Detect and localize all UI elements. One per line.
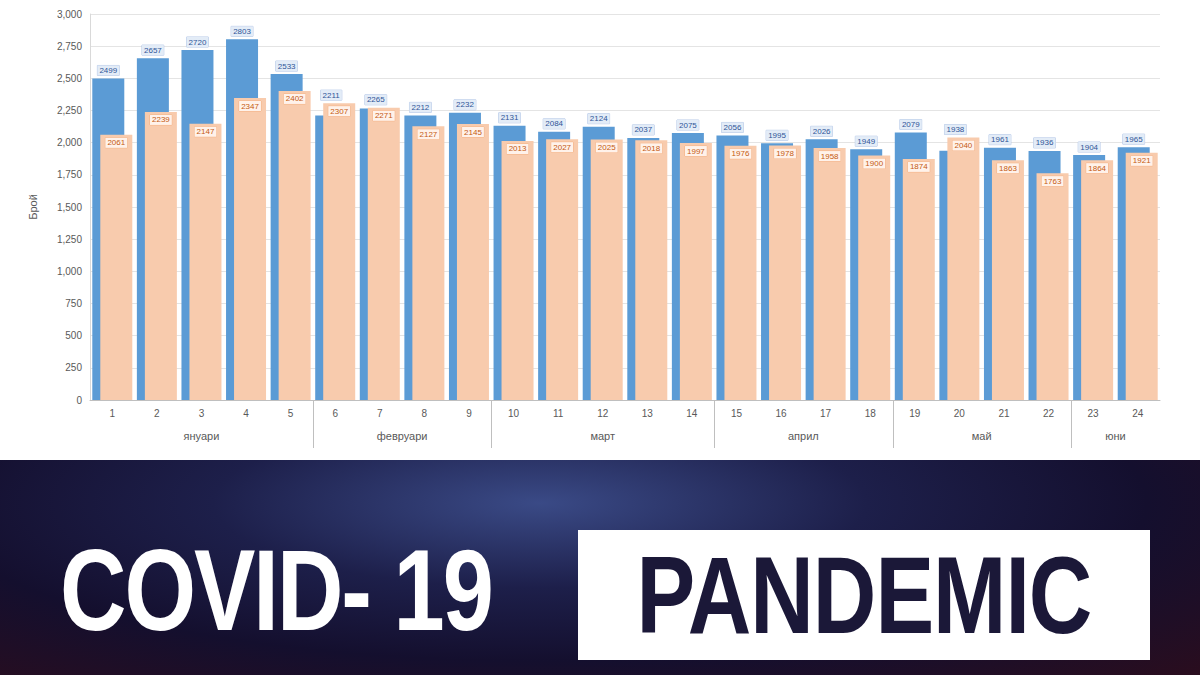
svg-text:2075: 2075: [679, 121, 697, 130]
svg-text:8: 8: [422, 408, 428, 419]
svg-text:2,500: 2,500: [57, 73, 82, 84]
svg-text:7: 7: [377, 408, 383, 419]
svg-text:1: 1: [110, 408, 116, 419]
svg-text:юни: юни: [1105, 430, 1125, 442]
svg-text:2402: 2402: [286, 94, 304, 103]
svg-text:0: 0: [76, 395, 82, 406]
svg-text:1,500: 1,500: [57, 202, 82, 213]
svg-text:март: март: [590, 430, 615, 442]
svg-text:2145: 2145: [464, 128, 482, 137]
svg-text:3,000: 3,000: [57, 9, 82, 20]
svg-text:май: май: [972, 430, 992, 442]
svg-text:1900: 1900: [865, 159, 883, 168]
svg-text:февруари: февруари: [377, 430, 428, 442]
svg-text:3: 3: [199, 408, 205, 419]
svg-text:2239: 2239: [152, 115, 170, 124]
html-text:COVID- 19: COVID- 19: [60, 525, 492, 654]
svg-text:1763: 1763: [1044, 177, 1062, 186]
svg-text:17: 17: [820, 408, 832, 419]
svg-text:1995: 1995: [768, 131, 786, 140]
svg-text:2307: 2307: [330, 107, 348, 116]
svg-text:16: 16: [775, 408, 787, 419]
svg-text:2027: 2027: [553, 143, 571, 152]
svg-text:2,750: 2,750: [57, 41, 82, 52]
svg-text:1874: 1874: [910, 162, 928, 171]
svg-text:1,750: 1,750: [57, 169, 82, 180]
svg-text:1976: 1976: [732, 149, 750, 158]
svg-text:2271: 2271: [375, 111, 393, 120]
svg-text:2018: 2018: [642, 144, 660, 153]
svg-text:2127: 2127: [419, 130, 437, 139]
svg-text:1863: 1863: [999, 164, 1017, 173]
svg-text:2131: 2131: [501, 113, 519, 122]
svg-text:6: 6: [332, 408, 338, 419]
svg-text:500: 500: [65, 330, 82, 341]
svg-text:1,000: 1,000: [57, 266, 82, 277]
svg-text:12: 12: [597, 408, 609, 419]
svg-text:9: 9: [466, 408, 472, 419]
svg-text:2657: 2657: [144, 46, 162, 55]
svg-text:2232: 2232: [456, 100, 474, 109]
svg-text:22: 22: [1043, 408, 1055, 419]
svg-text:1938: 1938: [946, 125, 964, 134]
svg-text:23: 23: [1088, 408, 1100, 419]
svg-text:2347: 2347: [241, 102, 259, 111]
svg-text:януари: януари: [184, 430, 220, 442]
svg-text:2056: 2056: [724, 123, 742, 132]
svg-text:2084: 2084: [545, 119, 563, 128]
svg-text:2,250: 2,250: [57, 105, 82, 116]
svg-text:Брой: Брой: [27, 194, 39, 220]
svg-text:1958: 1958: [821, 152, 839, 161]
svg-text:2499: 2499: [99, 66, 117, 75]
svg-text:2079: 2079: [902, 120, 920, 129]
svg-text:13: 13: [642, 408, 654, 419]
svg-text:1864: 1864: [1088, 164, 1106, 173]
svg-text:1,250: 1,250: [57, 234, 82, 245]
svg-text:14: 14: [686, 408, 698, 419]
svg-text:1936: 1936: [1036, 138, 1054, 147]
svg-text:2720: 2720: [189, 38, 207, 47]
svg-text:2803: 2803: [233, 27, 251, 36]
svg-text:2040: 2040: [954, 141, 972, 150]
svg-text:2,000: 2,000: [57, 137, 82, 148]
svg-text:11: 11: [553, 408, 564, 419]
svg-text:април: април: [788, 430, 819, 442]
svg-text:21: 21: [998, 408, 1010, 419]
svg-text:19: 19: [909, 408, 921, 419]
svg-text:2037: 2037: [634, 125, 652, 134]
svg-text:750: 750: [65, 298, 82, 309]
svg-text:250: 250: [65, 362, 82, 373]
html-text:PANDEMIC: PANDEMIC: [636, 532, 1092, 657]
svg-text:4: 4: [243, 408, 249, 419]
svg-text:1904: 1904: [1080, 143, 1098, 152]
svg-text:2212: 2212: [411, 103, 429, 112]
svg-text:1921: 1921: [1133, 156, 1151, 165]
svg-text:2211: 2211: [323, 91, 341, 100]
svg-text:1978: 1978: [776, 149, 794, 158]
svg-text:2124: 2124: [590, 114, 608, 123]
svg-text:2533: 2533: [278, 62, 296, 71]
svg-text:10: 10: [508, 408, 520, 419]
svg-text:24: 24: [1132, 408, 1144, 419]
svg-text:18: 18: [865, 408, 877, 419]
svg-text:2061: 2061: [107, 138, 125, 147]
svg-text:15: 15: [731, 408, 743, 419]
svg-text:2013: 2013: [509, 144, 527, 153]
svg-text:1949: 1949: [857, 137, 875, 146]
svg-text:1997: 1997: [687, 147, 705, 156]
svg-text:1965: 1965: [1125, 135, 1143, 144]
svg-text:2265: 2265: [367, 95, 385, 104]
svg-text:20: 20: [954, 408, 966, 419]
svg-text:2025: 2025: [598, 143, 616, 152]
svg-text:2026: 2026: [813, 127, 831, 136]
svg-text:2147: 2147: [197, 127, 215, 136]
svg-text:1961: 1961: [991, 135, 1009, 144]
svg-text:5: 5: [288, 408, 294, 419]
svg-text:2: 2: [154, 408, 160, 419]
